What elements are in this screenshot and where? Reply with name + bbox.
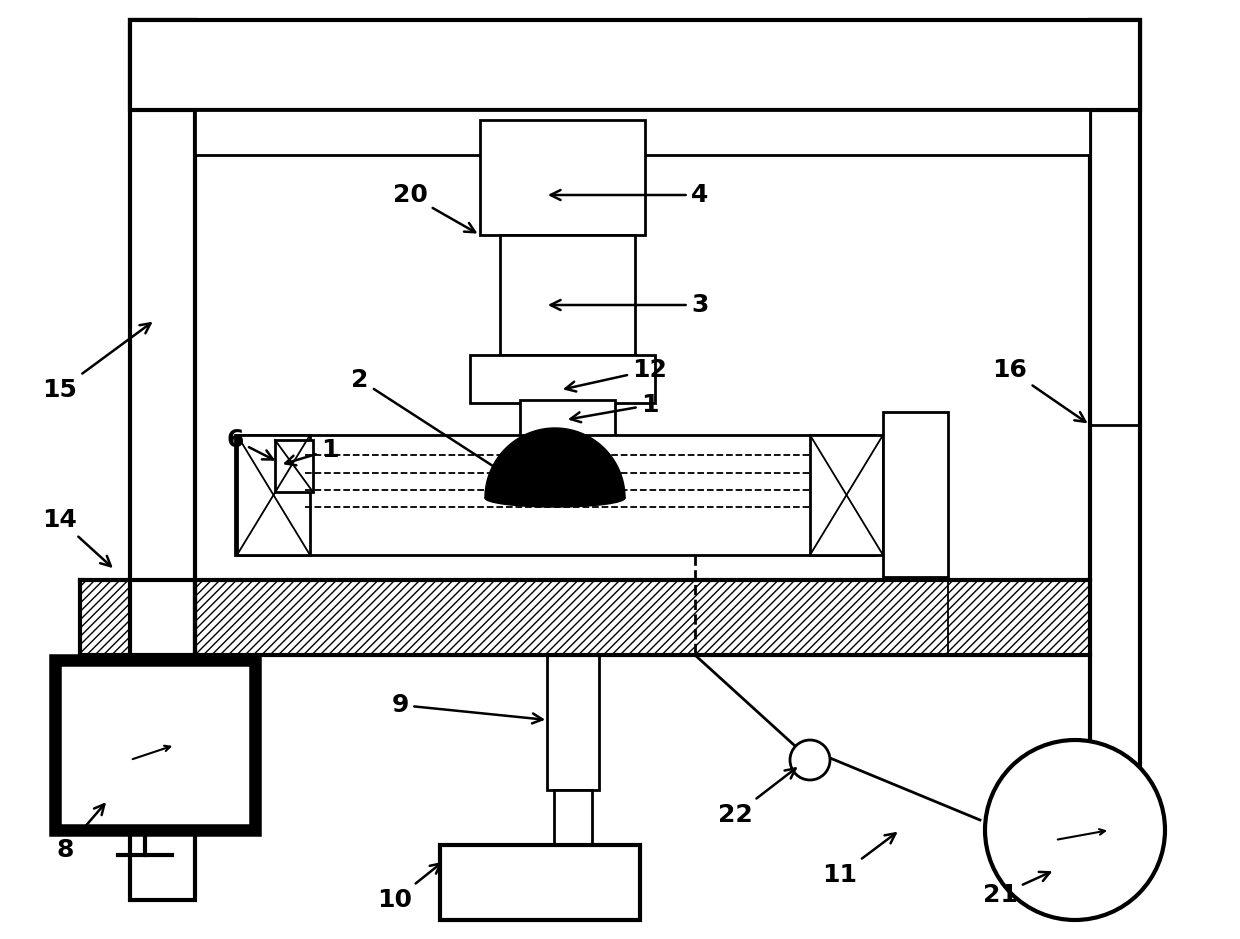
- Bar: [195, 110, 1090, 155]
- Bar: [554, 790, 591, 845]
- Text: 11: 11: [822, 833, 895, 887]
- Text: 1: 1: [285, 438, 339, 466]
- Bar: [470, 355, 655, 403]
- Bar: [547, 655, 599, 790]
- Bar: [1090, 20, 1140, 880]
- Text: 14: 14: [42, 508, 110, 566]
- Ellipse shape: [485, 489, 625, 507]
- Bar: [520, 400, 615, 465]
- Polygon shape: [485, 428, 625, 498]
- Bar: [130, 20, 195, 900]
- Circle shape: [985, 740, 1166, 920]
- Bar: [55, 660, 255, 830]
- Text: 22: 22: [718, 768, 796, 827]
- Bar: [480, 120, 645, 235]
- Bar: [883, 412, 949, 577]
- Bar: [810, 435, 883, 555]
- Text: 4: 4: [551, 183, 709, 207]
- Text: 21: 21: [982, 872, 1050, 907]
- Bar: [195, 580, 1090, 655]
- Bar: [275, 440, 312, 492]
- Text: 12: 12: [565, 358, 667, 392]
- Text: 6: 6: [227, 428, 273, 459]
- Polygon shape: [81, 580, 195, 655]
- Text: 20: 20: [393, 183, 475, 232]
- Text: 2: 2: [351, 368, 526, 487]
- Bar: [500, 235, 635, 355]
- Text: 3: 3: [551, 293, 709, 317]
- Text: 15: 15: [42, 323, 150, 402]
- Text: 9: 9: [392, 693, 542, 723]
- Text: 10: 10: [377, 864, 440, 912]
- Bar: [130, 20, 1140, 110]
- Bar: [949, 580, 1090, 655]
- Text: 8: 8: [56, 804, 104, 862]
- Text: 16: 16: [992, 358, 1085, 422]
- Bar: [237, 435, 310, 555]
- Text: 1: 1: [570, 393, 658, 423]
- Bar: [236, 435, 875, 555]
- Bar: [440, 845, 640, 920]
- Circle shape: [790, 740, 830, 780]
